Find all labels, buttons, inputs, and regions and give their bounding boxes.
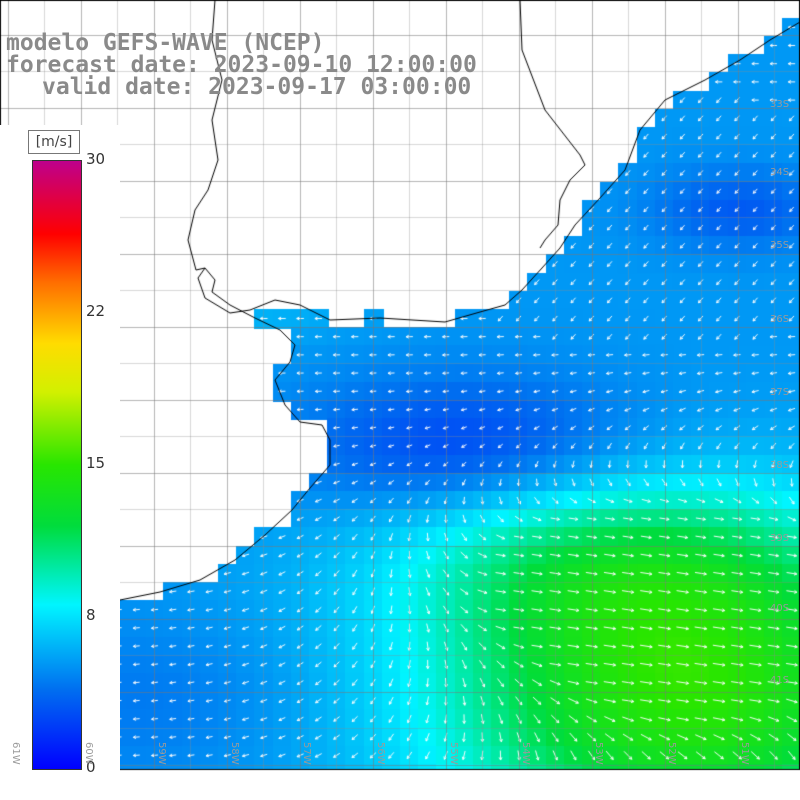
- lon-label: 61W: [10, 742, 21, 765]
- lon-label: 59W: [156, 742, 167, 765]
- lon-label: 56W: [375, 742, 386, 765]
- forecast-date: forecast date: 2023-09-10 12:00:00: [6, 52, 477, 78]
- lon-label: 53W: [593, 742, 604, 765]
- valid-date: valid date: 2023-09-17 03:00:00: [42, 74, 472, 100]
- lat-label: 36S: [770, 314, 790, 325]
- lat-label: 39S: [770, 533, 790, 544]
- legend-unit: [m/s]: [28, 130, 80, 154]
- lat-label: 35S: [770, 240, 790, 251]
- legend-tick-8: 8: [86, 606, 96, 624]
- lat-label: 34S: [770, 167, 790, 178]
- lon-label: 54W: [520, 742, 531, 765]
- lat-label: 38S: [770, 460, 790, 471]
- lat-label: 41S: [770, 675, 790, 686]
- legend-tick-15: 15: [86, 454, 106, 472]
- lon-label: 60W: [83, 742, 94, 765]
- lon-label: 51W: [739, 742, 750, 765]
- model-title: modelo GEFS-WAVE (NCEP): [6, 30, 325, 56]
- lon-label: 58W: [229, 742, 240, 765]
- legend-tick-max: 30: [86, 150, 106, 168]
- lon-label: 52W: [666, 742, 677, 765]
- color-legend: [m/s] 30 22 15 8 0: [0, 125, 120, 785]
- lon-label: 57W: [301, 742, 312, 765]
- lat-label: 37S: [770, 387, 790, 398]
- legend-tick-min: 0: [86, 758, 96, 776]
- legend-colorbar: [32, 160, 82, 770]
- lat-label: 40S: [770, 603, 790, 614]
- legend-tick-22: 22: [86, 302, 106, 320]
- lat-label: 33S: [770, 99, 790, 110]
- lon-label: 55W: [448, 742, 459, 765]
